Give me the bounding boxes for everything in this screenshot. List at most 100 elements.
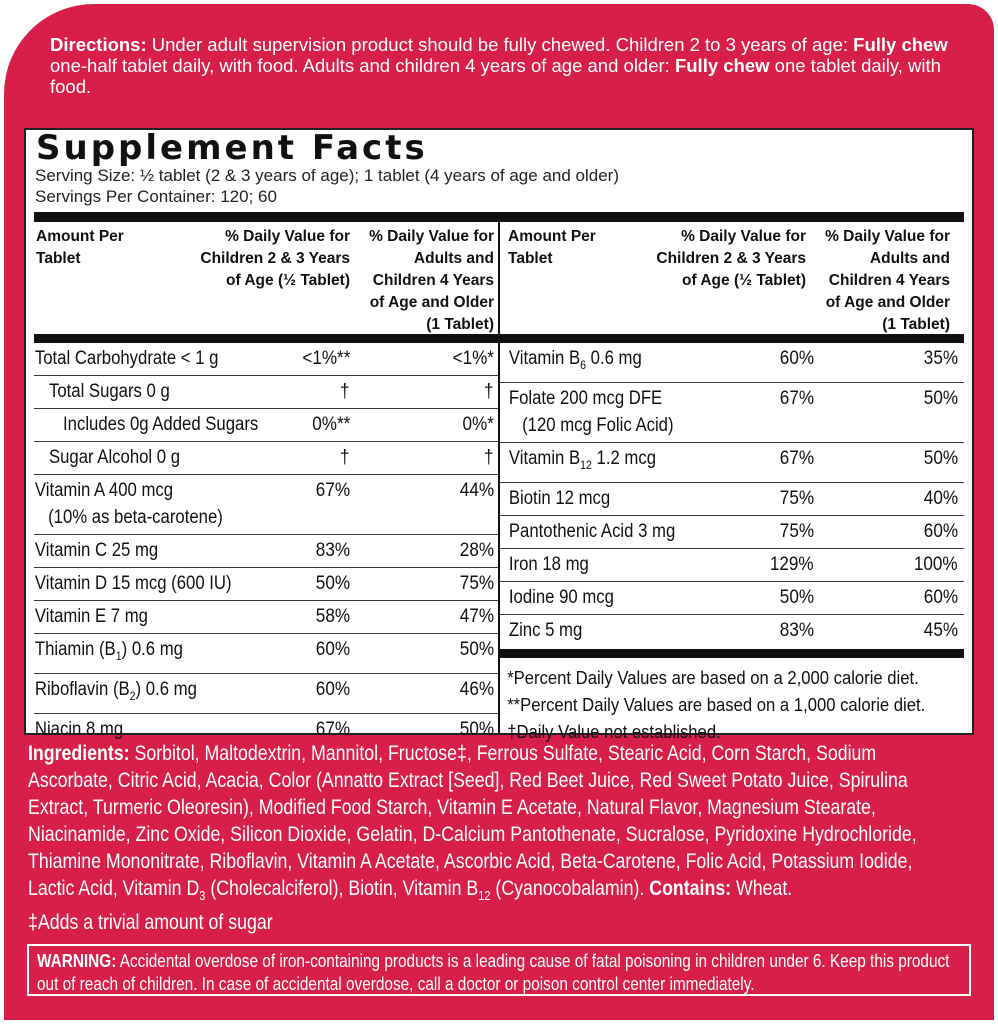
header-adults: % Daily Value for Adults and Children 4 … <box>369 228 494 333</box>
daily-value-children: 60% <box>779 348 814 369</box>
daily-value-adults: 75% <box>459 573 494 594</box>
header-children: % Daily Value for Children 2 & 3 Years o… <box>200 228 350 289</box>
nutrient-name: Vitamin C 25 mg <box>34 537 444 564</box>
bold-text: Contains: <box>649 877 732 900</box>
subscript: 1 <box>115 648 122 663</box>
bold-text: WARNING: <box>37 950 117 971</box>
daily-value-adults: 50% <box>923 387 958 409</box>
name-text: Vitamin A 400 mcg <box>34 480 174 501</box>
nutrient-name: Niacin 8 mg <box>34 716 444 743</box>
bold-text: Fully chew <box>674 55 770 76</box>
nutrient-row: Total Sugars 0 g † † <box>34 376 500 409</box>
name-text: Vitamin B <box>508 348 581 369</box>
daily-value-adults: 28% <box>459 540 494 561</box>
nutrient-name: Total Sugars 0 g <box>34 378 444 405</box>
bold-text: Fully chew <box>853 34 948 55</box>
name-text: Sugar Alcohol 0 g <box>48 447 181 468</box>
nutrient-row: Niacin 8 mg 67% 50% <box>34 714 500 746</box>
warning-box: WARNING: Accidental overdose of iron-con… <box>27 944 971 996</box>
nutrient-rows: Total Carbohydrate < 1 g <1%** <1%* Total S… <box>34 343 500 746</box>
nutrient-name: Vitamin E 7 mg <box>34 603 444 630</box>
text-segment: Sorbitol, Maltodextrin, Mannitol, Fructo… <box>28 742 917 900</box>
daily-value-children: 67% <box>315 480 350 501</box>
daily-value-children: 83% <box>315 540 350 561</box>
daily-value-adults: 0%* <box>462 414 494 435</box>
text-segment: (Cholecalciferol), Biotin, Vitamin B <box>205 877 479 900</box>
nutrient-name: Vitamin A 400 mcg <box>34 477 444 504</box>
text-segment: one-half tablet daily, with food. Adults… <box>50 55 675 76</box>
divider-thick <box>500 648 964 658</box>
nutrient-name: Iodine 90 mcg <box>508 584 909 611</box>
nutrient-row: Includes 0g Added Sugars 0%** 0%* <box>34 409 500 442</box>
nutrient-name: Iron 18 mg <box>508 551 909 578</box>
daily-value-children: 67% <box>779 387 814 409</box>
name-text: Vitamin B <box>508 447 581 469</box>
nutrient-row: Vitamin B12 1.2 mcg 67% 50% <box>500 443 964 483</box>
daily-value-children: 50% <box>779 586 814 608</box>
nutrient-name: Zinc 5 mg <box>508 617 909 644</box>
facts-title: Supplement Facts <box>36 128 428 168</box>
text-segment: Wheat. <box>731 877 793 900</box>
footnote: †Daily Value not established. <box>507 720 721 742</box>
name-text: Vitamin C 25 mg <box>34 540 159 561</box>
nutrient-row: Riboflavin (B2) 0.6 mg 60% 46% <box>34 674 500 714</box>
name-text: 0.6 mg <box>586 348 642 369</box>
daily-value-children: 129% <box>770 553 814 575</box>
daily-value-children: 50% <box>315 573 350 594</box>
daily-value-adults: 45% <box>923 619 958 641</box>
divider-thick <box>34 334 500 343</box>
nutrient-name: Vitamin D 15 mcg (600 IU) <box>34 570 444 597</box>
footnote: **Percent Daily Values are based on a 1,… <box>507 693 926 715</box>
divider-thick <box>500 334 964 343</box>
nutrient-row: Vitamin E 7 mg 58% 47% <box>34 601 500 634</box>
daily-value-adults: 35% <box>923 348 958 369</box>
name-text: Total Sugars 0 g <box>48 381 170 402</box>
name-text: Includes 0g Added Sugars <box>63 414 259 435</box>
nutrient-row: Vitamin C 25 mg 83% 28% <box>34 535 500 568</box>
subscript: 12 <box>580 457 592 472</box>
daily-value-adults: 60% <box>923 520 958 542</box>
nutrient-name: Thiamin (B1) 0.6 mg <box>34 636 444 670</box>
serving-size: Serving Size: ½ tablet (2 & 3 years of a… <box>35 166 619 185</box>
nutrient-row: Thiamin (B1) 0.6 mg 60% 50% <box>34 634 500 674</box>
subscript: 2 <box>129 688 136 703</box>
nutrient-name: Total Carbohydrate < 1 g <box>34 345 444 372</box>
name-text: Biotin 12 mcg <box>508 487 611 509</box>
text-segment: 12 <box>478 888 491 904</box>
daily-value-adults: † <box>484 447 494 468</box>
nutrient-name: Riboflavin (B2) 0.6 mg <box>34 676 444 710</box>
column-headers: Amount Per Tablet % Daily Value for Chil… <box>508 226 964 336</box>
name-text: Riboflavin (B <box>34 678 130 700</box>
supplement-facts-panel: Supplement Facts Serving Size: ½ tablet … <box>24 128 974 742</box>
bold-text: Ingredients: <box>28 742 130 765</box>
daily-value-adults: 50% <box>923 447 958 469</box>
facts-column-right: Amount Per Tablet % Daily Value for Chil… <box>498 222 964 742</box>
nutrient-row: Vitamin D 15 mcg (600 IU) 50% 75% <box>34 568 500 601</box>
daily-value-children: 60% <box>315 639 350 660</box>
daily-value-children: 75% <box>779 487 814 509</box>
nutrient-name: Vitamin B6 0.6 mg <box>508 345 909 379</box>
divider-thick <box>34 212 964 222</box>
nutrient-name: Vitamin B12 1.2 mcg <box>508 445 909 479</box>
nutrient-name: Includes 0g Added Sugars <box>34 411 444 438</box>
daily-value-adults: 40% <box>923 487 958 509</box>
daily-value-children: 83% <box>779 619 814 641</box>
bold-text: Directions: <box>50 34 147 55</box>
nutrient-name: Folate 200 mcg DFE <box>508 385 909 412</box>
name-text: Zinc 5 mg <box>508 619 583 641</box>
name-text: Total Carbohydrate < 1 g <box>34 348 219 369</box>
daily-value-adults: 60% <box>923 586 958 608</box>
name-text: Thiamin (B <box>34 639 116 660</box>
daily-value-children: † <box>340 381 350 402</box>
name-text: ) 0.6 mg <box>121 639 183 660</box>
daily-value-children: 58% <box>315 606 350 627</box>
subscript: 6 <box>580 357 587 372</box>
name-text: Iron 18 mg <box>508 553 589 575</box>
daily-value-adults: 50% <box>459 718 494 740</box>
warning-text: WARNING: Accidental overdose of iron-con… <box>37 949 950 995</box>
text-segment: 3 <box>199 888 206 904</box>
nutrient-row: Zinc 5 mg 83% 45% <box>500 615 964 647</box>
facts-column-left: Amount Per Tablet % Daily Value for Chil… <box>34 222 500 740</box>
name-text: Vitamin E 7 mg <box>34 606 148 627</box>
daily-value-adults: 50% <box>459 639 494 660</box>
